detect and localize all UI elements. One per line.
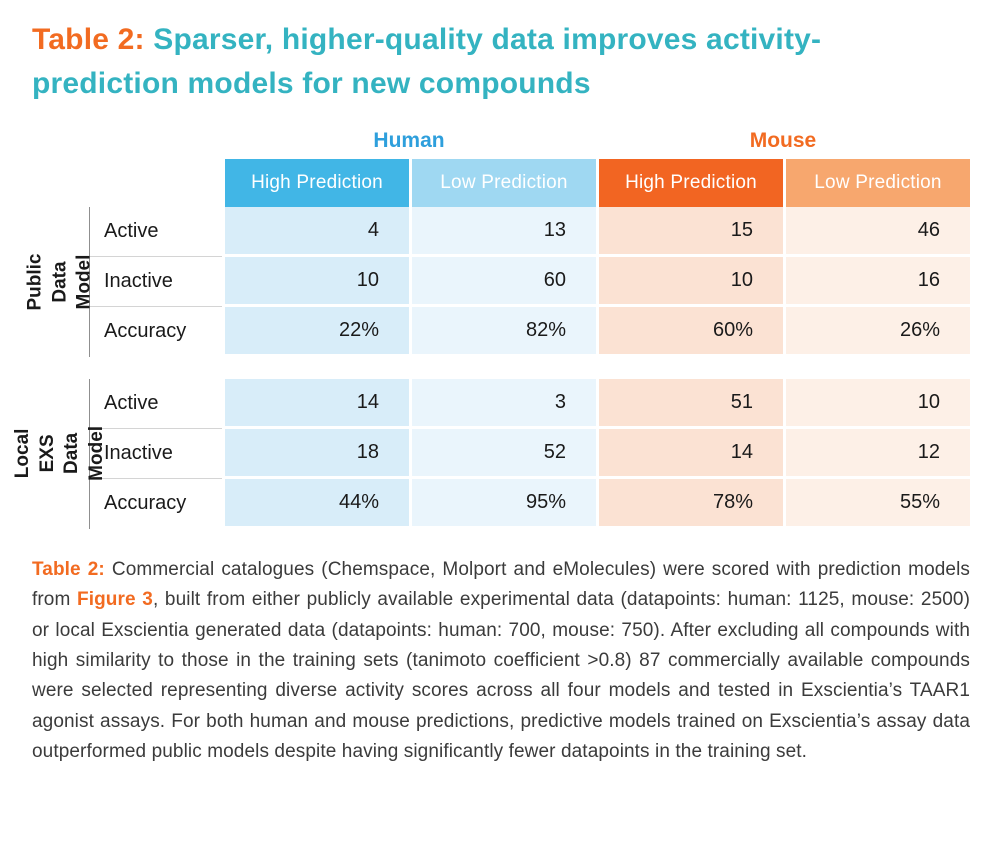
- row-label-inactive: Inactive: [90, 429, 222, 479]
- caption-text-1: Commercial catalogues (Chemspace, Molpor…: [32, 558, 971, 611]
- column-header-mouse-high-prediction: High Prediction: [596, 158, 783, 207]
- row-group-label-local-exs-data-model: Local EXS Data Model: [12, 426, 108, 482]
- column-header-human-low-prediction: Low Prediction: [409, 158, 596, 207]
- header-spacer: [32, 159, 222, 207]
- table-cell: 26%: [783, 306, 970, 357]
- row-group-label-cell: Public Data Model: [24, 206, 95, 357]
- row-label-accuracy: Accuracy: [104, 492, 187, 515]
- row-group-local-exs-data-model: Local EXS Data Model Active 14 3 51 10 I…: [12, 378, 970, 529]
- group-spacer: [32, 357, 970, 379]
- caption-label: Table 2:: [32, 558, 105, 580]
- table-title-text: Sparser, higher-quality data improves ac…: [32, 23, 822, 101]
- table-cell: 18: [222, 428, 409, 479]
- table-cell: 4: [222, 206, 409, 257]
- column-group-human: Human: [373, 128, 445, 152]
- row-label-inactive: Inactive: [90, 257, 222, 307]
- table-cell: 82%: [409, 306, 596, 357]
- table-cell: 95%: [409, 478, 596, 529]
- caption-text-2: , built from either publicly available e…: [32, 589, 970, 763]
- column-header-human-high-prediction: High Prediction: [222, 158, 409, 207]
- table-cell: 15: [596, 206, 783, 257]
- table-cell: 10: [222, 256, 409, 307]
- row-group-public-data-model: Public Data Model Active 4 13 15 46 Inac…: [24, 206, 970, 357]
- row-label-accuracy: Accuracy: [104, 320, 187, 343]
- table-cell: 51: [596, 378, 783, 429]
- row-group-label-public-data-model: Public Data Model: [24, 253, 95, 311]
- table-cell: 13: [409, 206, 596, 257]
- table-cell: 10: [596, 256, 783, 307]
- header-spacer: [32, 123, 222, 159]
- table-cell: 60%: [596, 306, 783, 357]
- table-column-headers: Human Mouse High Prediction Low Predicti…: [32, 123, 970, 207]
- row-label-active: Active: [90, 379, 222, 429]
- column-header-mouse-low-prediction: Low Prediction: [783, 158, 970, 207]
- column-group-mouse: Mouse: [749, 128, 817, 152]
- table-title: Table 2: Sparser, higher-quality data im…: [32, 18, 832, 107]
- row-label-active: Active: [90, 207, 222, 257]
- table-cell: 14: [596, 428, 783, 479]
- figure-3-reference: Figure 3: [77, 589, 153, 611]
- table-cell: 14: [222, 378, 409, 429]
- table-cell: 60: [409, 256, 596, 307]
- table-cell: 3: [409, 378, 596, 429]
- table-cell: 16: [783, 256, 970, 307]
- table-cell: 46: [783, 206, 970, 257]
- table-cell: 78%: [596, 478, 783, 529]
- table-caption: Table 2: Commercial catalogues (Chemspac…: [32, 555, 970, 768]
- table-cell: 12: [783, 428, 970, 479]
- table-cell: 22%: [222, 306, 409, 357]
- table-title-label: Table 2:: [32, 23, 145, 56]
- row-group-label-cell: Local EXS Data Model: [12, 378, 107, 529]
- table-cell: 52: [409, 428, 596, 479]
- table-cell: 44%: [222, 478, 409, 529]
- table-cell: 10: [783, 378, 970, 429]
- table-cell: 55%: [783, 478, 970, 529]
